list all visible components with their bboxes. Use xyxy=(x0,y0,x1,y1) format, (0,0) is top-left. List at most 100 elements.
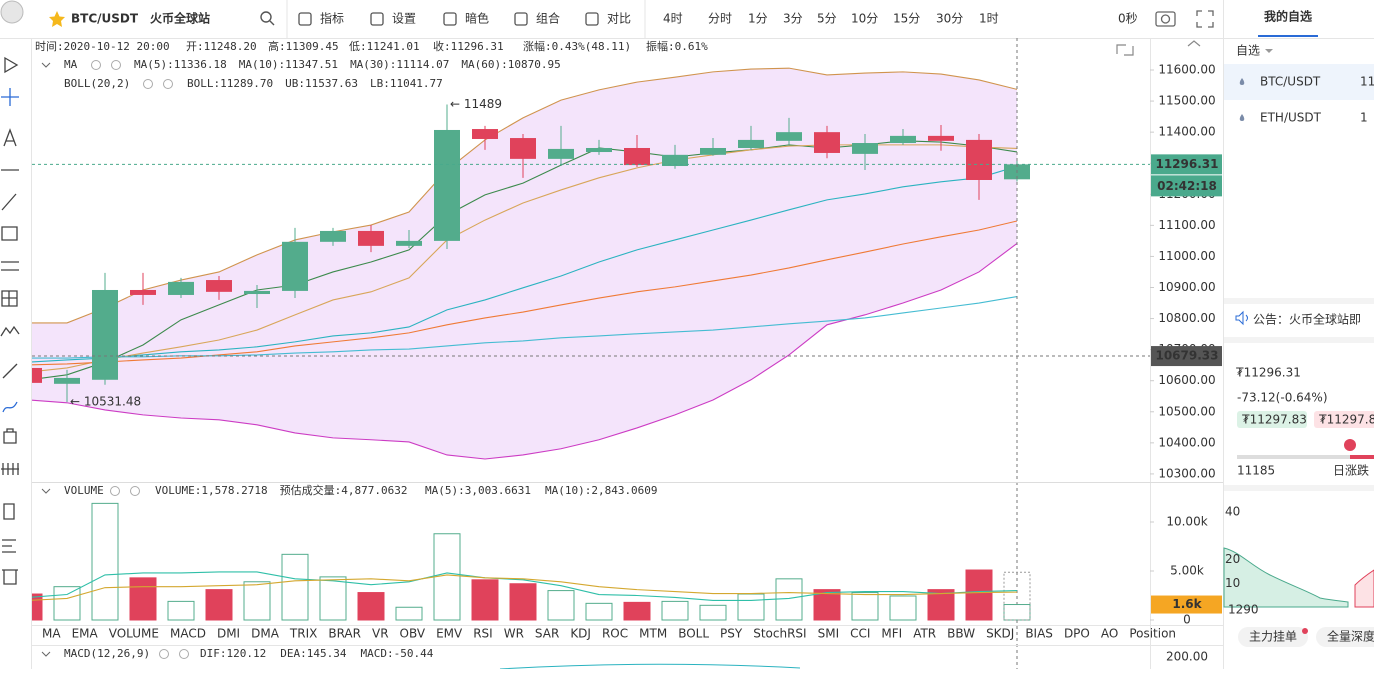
crosshair-label: 10679.33 xyxy=(1155,349,1218,363)
volume-bar xyxy=(547,590,575,621)
menu-item[interactable]: 设置 xyxy=(392,12,416,26)
indicator-tab[interactable]: SMI xyxy=(818,627,840,641)
search-icon[interactable] xyxy=(260,11,275,26)
indicator-tab[interactable]: VR xyxy=(372,627,389,641)
menu-item[interactable]: 组合 xyxy=(536,11,560,26)
fullscreen-icon[interactable] xyxy=(1196,10,1214,28)
drawing-tool[interactable] xyxy=(2,363,18,379)
collapse-icon[interactable] xyxy=(1187,40,1201,47)
indicator-tab[interactable]: ROC xyxy=(602,627,628,641)
indicator-tab[interactable]: SAR xyxy=(535,627,559,641)
indicator-tab[interactable]: DPO xyxy=(1064,627,1090,641)
indicator-tab[interactable]: OBV xyxy=(400,627,426,641)
row-base[interactable]: ETH xyxy=(1260,111,1284,125)
depth-button[interactable] xyxy=(1238,627,1308,647)
tool-icon xyxy=(2,569,18,585)
screenshot-icon[interactable] xyxy=(1155,11,1176,27)
interval[interactable]: 3分 xyxy=(783,12,803,26)
favorite-star[interactable] xyxy=(49,11,65,27)
info-value: 2020-10-12 20:00 xyxy=(64,40,170,53)
menu-item[interactable]: 指标 xyxy=(320,11,344,26)
drawing-tool[interactable] xyxy=(2,539,16,553)
indicator-tab[interactable]: DMI xyxy=(217,627,240,641)
menu-icon[interactable] xyxy=(514,12,528,26)
menu-item[interactable]: 暗色 xyxy=(465,11,489,26)
indicator-tab[interactable]: WR xyxy=(504,627,524,641)
indicator-tab[interactable]: DMA xyxy=(251,627,280,641)
last-price-tag xyxy=(1151,154,1222,175)
drawing-tool[interactable] xyxy=(1,226,18,241)
filter[interactable]: 自选 xyxy=(1236,44,1260,58)
indicator-tab[interactable]: RSI xyxy=(473,627,493,641)
legend-toggle[interactable] xyxy=(159,649,189,659)
drawing-tool[interactable] xyxy=(1,193,17,211)
interval[interactable]: 1分 xyxy=(748,12,768,26)
collapse-arrow[interactable] xyxy=(41,62,51,68)
legend-item: LB:11041.77 xyxy=(370,77,443,90)
interval[interactable]: 30分 xyxy=(936,12,963,26)
indicator-tab[interactable]: MTM xyxy=(639,627,667,641)
legend-toggle[interactable] xyxy=(91,60,121,70)
indicator-tab[interactable]: EMV xyxy=(436,627,463,641)
logo xyxy=(0,0,24,24)
drawing-tool[interactable] xyxy=(3,128,17,147)
symbol[interactable]: BTC/USDT xyxy=(71,12,139,26)
side-title[interactable]: 我的自选 xyxy=(1264,9,1312,24)
indicator-tab[interactable]: AO xyxy=(1101,627,1118,641)
indicator-tab[interactable]: BRAR xyxy=(328,627,361,641)
indicator-tab[interactable]: KDJ xyxy=(570,627,591,641)
drawing-tool[interactable] xyxy=(4,56,19,74)
expand-icon[interactable] xyxy=(1116,44,1134,56)
menu-icon[interactable] xyxy=(585,12,599,26)
menu-icon[interactable] xyxy=(298,12,312,26)
indicator-tab[interactable]: StochRSI xyxy=(753,627,806,641)
drawing-tool[interactable] xyxy=(1,290,18,307)
drawing-tool[interactable] xyxy=(3,428,17,444)
drawing-tool[interactable] xyxy=(2,401,18,413)
row-base[interactable]: BTC xyxy=(1260,75,1283,89)
collapse-arrow[interactable] xyxy=(41,651,51,657)
candle-body xyxy=(358,230,384,246)
depth-button-label[interactable]: 全量深度 xyxy=(1327,629,1374,644)
volume-bar xyxy=(737,593,765,621)
drawing-tool[interactable] xyxy=(1,463,19,475)
interval[interactable]: 4时 xyxy=(663,12,683,26)
legend-toggle[interactable] xyxy=(143,79,173,89)
candle-body xyxy=(396,240,422,246)
indicator-tab[interactable]: MFI xyxy=(881,627,902,641)
interval[interactable]: 5分 xyxy=(817,12,837,26)
drawing-tool[interactable] xyxy=(1,261,19,271)
indicator-tab[interactable]: Position xyxy=(1129,627,1176,641)
volume-bar xyxy=(813,589,841,621)
indicator-tab[interactable]: PSY xyxy=(720,627,743,641)
legend-toggle[interactable] xyxy=(110,486,140,496)
interval[interactable]: 分时 xyxy=(708,12,732,26)
menu-icon[interactable] xyxy=(443,12,457,26)
depth-button[interactable] xyxy=(1316,627,1374,647)
menu-icon[interactable] xyxy=(370,12,384,26)
indicator-tab[interactable]: MA xyxy=(42,627,61,641)
interval[interactable]: 15分 xyxy=(893,12,920,26)
legend-item: MA(5):3,003.6631 xyxy=(425,484,531,497)
menu-item[interactable]: 对比 xyxy=(607,12,631,26)
drawing-tool[interactable] xyxy=(1,88,19,106)
drawing-tool[interactable] xyxy=(0,325,20,337)
info-value: 11296.31 xyxy=(451,40,504,53)
indicator-tab[interactable]: BBW xyxy=(947,627,975,641)
indicator-tab[interactable]: CCI xyxy=(850,627,870,641)
interval[interactable]: 1时 xyxy=(979,12,999,26)
indicator-tab[interactable]: EMA xyxy=(72,627,99,641)
collapse-arrow[interactable] xyxy=(41,488,51,494)
drawing-tool[interactable] xyxy=(2,569,18,585)
indicator-tab[interactable]: BOLL xyxy=(678,627,709,641)
indicator-tab[interactable]: SKDJ xyxy=(986,627,1014,641)
indicator-tab[interactable]: VOLUME xyxy=(109,627,159,641)
indicator-tab[interactable]: MACD xyxy=(170,627,206,641)
indicator-tab[interactable]: TRIX xyxy=(289,627,317,641)
drawing-tool[interactable] xyxy=(3,503,15,520)
indicator-tab[interactable]: ATR xyxy=(913,627,936,641)
depth-button-label[interactable]: 主力挂单 xyxy=(1249,630,1297,644)
indicator-tab[interactable]: BIAS xyxy=(1025,627,1053,641)
tool-icon xyxy=(3,128,17,147)
interval[interactable]: 10分 xyxy=(851,12,878,26)
